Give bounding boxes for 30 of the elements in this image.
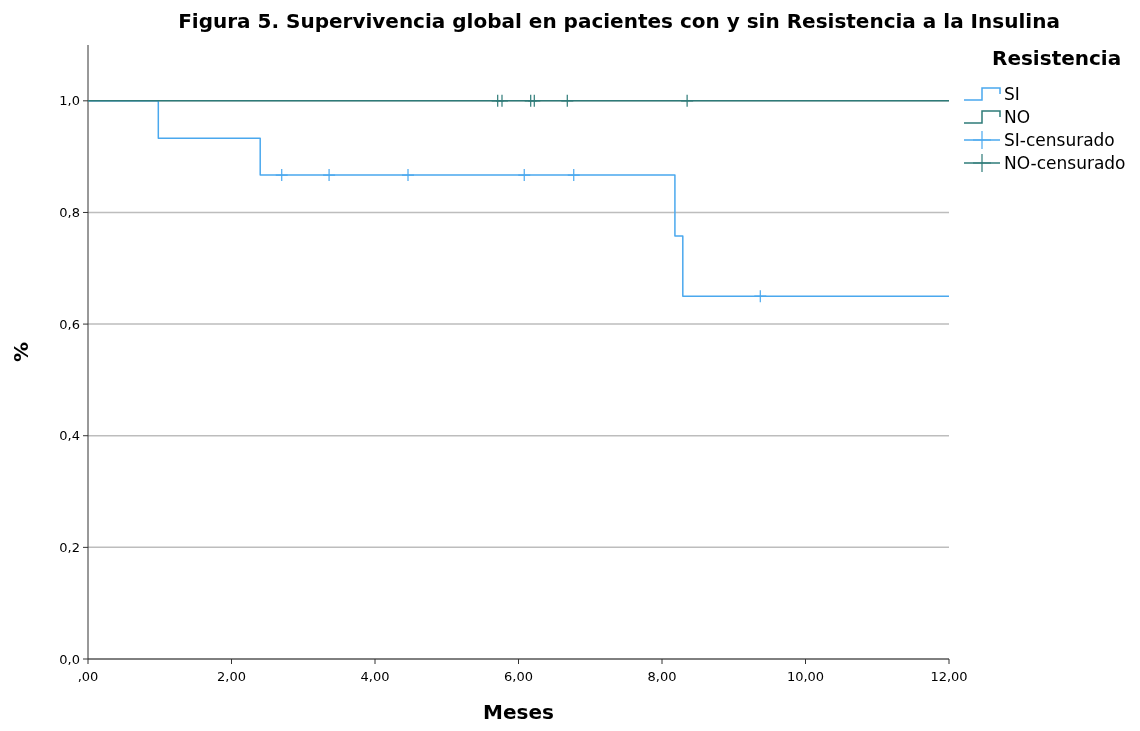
point [753,289,767,303]
point [275,168,289,182]
legend-label: NO [1004,106,1031,127]
point [680,94,694,108]
x-tick-label: 6,00 [504,669,533,684]
y-tick-label: 0,0 [59,651,80,667]
legend-label: SI-censurado [1004,129,1115,150]
x-tick-label: 10,00 [786,669,825,684]
y-tick-label: 1,0 [59,93,80,109]
x-tick-label: ,00 [77,669,99,684]
point [560,94,574,108]
y-tick-label: 0,2 [59,539,80,555]
legend-label: SI [1004,83,1020,104]
x-tick-label: 12,00 [930,669,968,684]
y-tick-label: 0,4 [59,428,80,444]
chart-title: Figura 5. Supervivencia global en pacientes con y sin Resistencia a la Insulina [178,9,1060,33]
point [322,168,336,182]
point [567,168,581,182]
y-tick-label: 0,6 [59,316,80,332]
legend-title: Resistencia [992,46,1122,70]
y-axis-title: % [9,341,33,363]
point [517,168,531,182]
y-tick-label: 0,8 [59,205,80,220]
x-tick-label: 8,00 [647,669,677,684]
x-axis-title: Meses [483,700,554,724]
point [401,168,415,182]
point [495,94,509,108]
x-tick-label: 4,00 [360,669,390,684]
x-tick-label: 2,00 [217,669,246,684]
legend-label: NO-censurado [1004,152,1126,173]
